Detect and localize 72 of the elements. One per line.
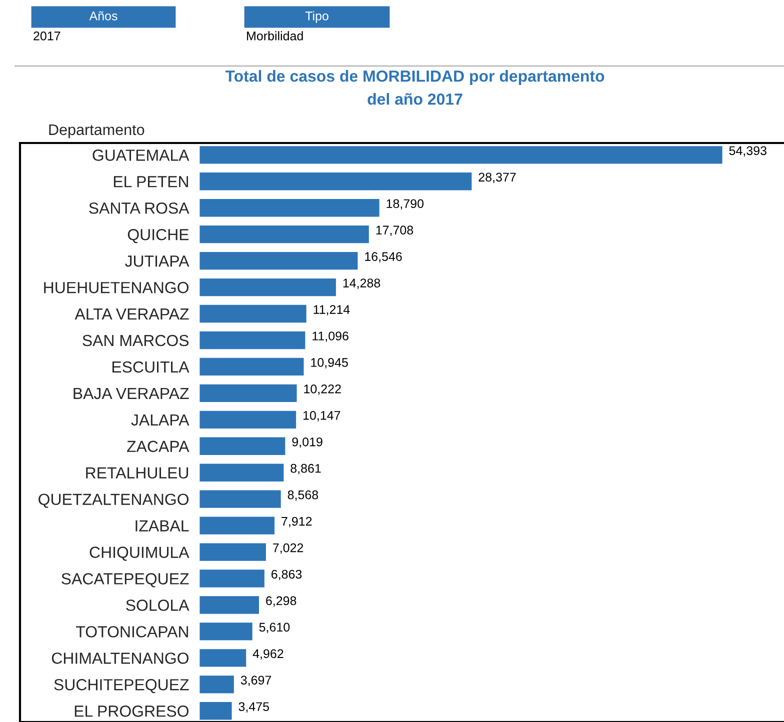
data-label: 8,861 bbox=[290, 464, 321, 474]
y-tick-label: CHIQUIMULA bbox=[90, 546, 190, 561]
bar bbox=[199, 382, 298, 404]
text: Tipo bbox=[305, 11, 328, 23]
bar bbox=[199, 648, 248, 668]
text: 2017 bbox=[34, 32, 60, 40]
bar bbox=[199, 224, 370, 245]
y-tick-label: JUTIAPA bbox=[125, 256, 190, 267]
y-tick-label: IZABAL bbox=[136, 520, 189, 532]
y-tick-label: QUETZALTENANGO bbox=[38, 494, 189, 508]
bar bbox=[199, 409, 298, 430]
bar bbox=[199, 250, 360, 272]
y-tick-label: EL PETEN bbox=[114, 176, 188, 188]
bar bbox=[199, 542, 268, 562]
y-tick-label: SACATEPEQUEZ bbox=[62, 573, 189, 588]
data-label: 14,288 bbox=[343, 278, 380, 289]
bar bbox=[199, 171, 474, 192]
bar bbox=[199, 700, 234, 722]
chart-title: Total de casos de MORBILIDAD por departamento del año 2017 bbox=[225, 70, 604, 105]
y-tick-label: SOLOLA bbox=[126, 600, 190, 611]
data-label: 16,546 bbox=[365, 252, 402, 262]
y-tick-label: RETALHULEU bbox=[86, 467, 188, 479]
data-label: 10,945 bbox=[311, 358, 348, 368]
data-label: 9,019 bbox=[292, 437, 322, 448]
bar bbox=[199, 277, 338, 298]
data-label: 4,962 bbox=[252, 649, 284, 660]
data-label: 28,377 bbox=[478, 172, 516, 184]
data-label: 6,863 bbox=[272, 570, 302, 580]
y-tick-label: EL PROGRESO bbox=[74, 706, 189, 717]
y-tick-label: ESCUITLA bbox=[112, 361, 190, 373]
bar bbox=[199, 144, 724, 166]
data-label: 10,222 bbox=[304, 384, 341, 395]
data-label: 18,790 bbox=[386, 199, 424, 210]
bar bbox=[199, 488, 282, 510]
data-label: 3,475 bbox=[238, 702, 269, 713]
bar bbox=[199, 674, 236, 695]
bar bbox=[199, 462, 286, 483]
data-label: 7,022 bbox=[273, 543, 304, 554]
bar bbox=[199, 330, 307, 350]
bar bbox=[199, 436, 287, 456]
y-tick-label: GUATEMALA bbox=[92, 150, 190, 161]
bar bbox=[199, 198, 381, 218]
data-label: 7,912 bbox=[282, 516, 312, 528]
data-label: 3,697 bbox=[240, 676, 272, 686]
bar bbox=[199, 594, 260, 616]
y-tick-label: BAJA VERAPAZ bbox=[74, 388, 189, 400]
y-tick-label: HUEHUETENANGO bbox=[44, 282, 189, 294]
y-tick-label: QUICHE bbox=[128, 228, 189, 244]
text: Años bbox=[89, 11, 118, 20]
y-tick-label: ALTA VERAPAZ bbox=[74, 308, 189, 320]
y-tick-label: SUCHITEPEQUEZ bbox=[54, 679, 189, 694]
bar bbox=[199, 515, 276, 536]
data-label: 54,393 bbox=[729, 146, 766, 157]
y-axis-title: Departamento bbox=[49, 124, 144, 138]
data-label: 11,096 bbox=[312, 332, 348, 342]
data-label: 6,298 bbox=[266, 596, 296, 607]
data-label: 17,708 bbox=[376, 226, 414, 236]
y-tick-label: TOTONICAPAN bbox=[76, 626, 188, 638]
text: Morbilidad bbox=[247, 31, 303, 40]
data-label: 5,610 bbox=[259, 622, 290, 634]
data-label: 11,214 bbox=[314, 305, 350, 316]
y-tick-label: CHIMALTENANGO bbox=[52, 652, 189, 664]
bar bbox=[199, 568, 266, 589]
bar bbox=[199, 304, 308, 324]
y-tick-label: JALAPA bbox=[131, 414, 190, 426]
bar bbox=[199, 356, 306, 377]
y-tick-label: ZACAPA bbox=[127, 440, 190, 452]
data-label: 10,147 bbox=[303, 410, 340, 422]
y-tick-label: SANTA ROSA bbox=[89, 202, 190, 214]
data-label: 8,568 bbox=[288, 490, 318, 501]
y-tick-label: SAN MARCOS bbox=[82, 334, 189, 346]
bar bbox=[199, 621, 254, 642]
